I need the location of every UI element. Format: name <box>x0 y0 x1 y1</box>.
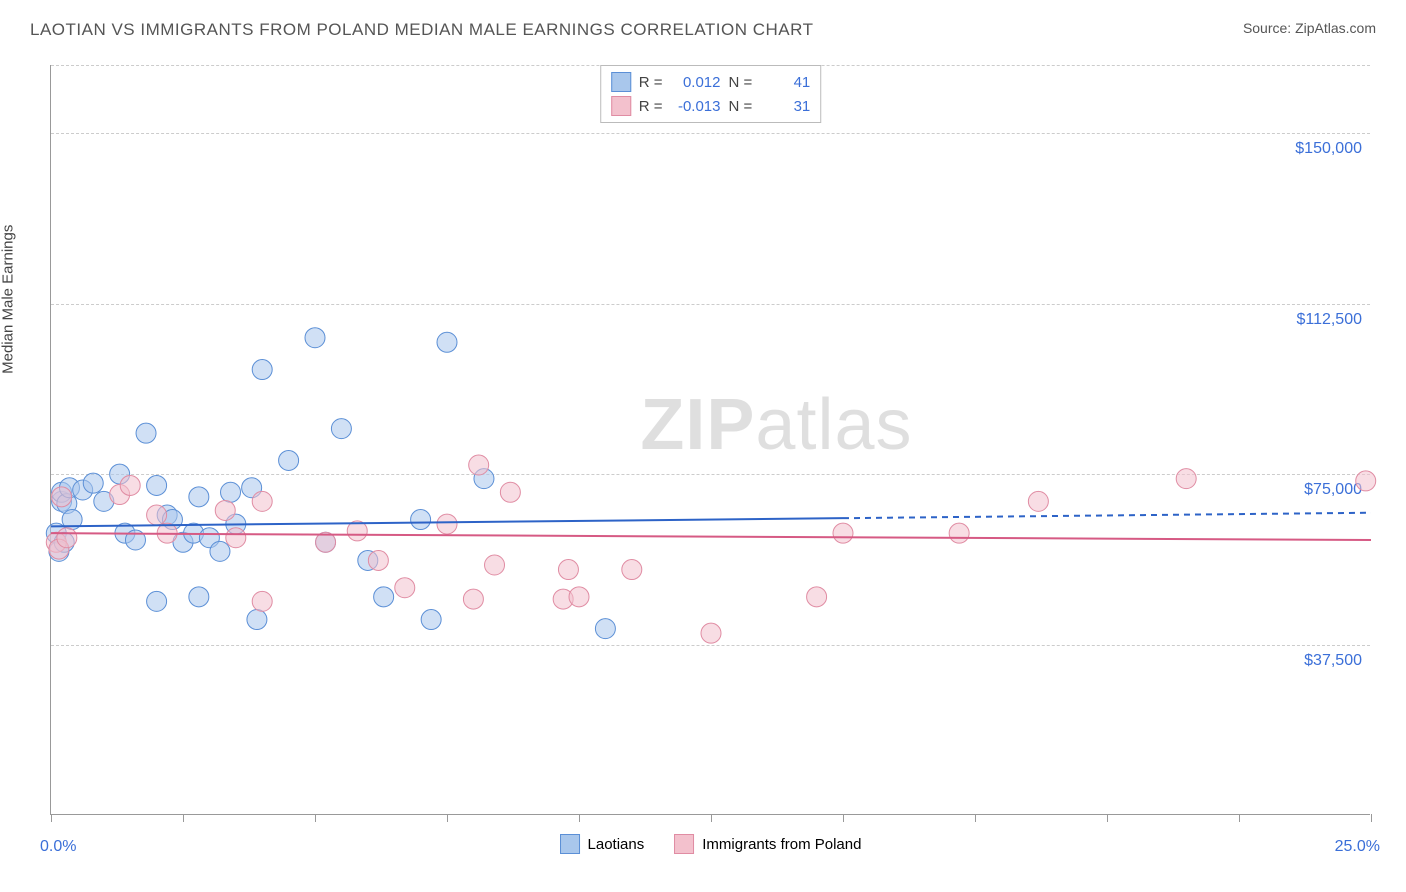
data-point <box>331 419 351 439</box>
legend-row-poland: R = -0.013 N = 31 <box>611 94 811 118</box>
data-point <box>189 587 209 607</box>
correlation-legend: R = 0.012 N = 41 R = -0.013 N = 31 <box>600 65 822 123</box>
data-point <box>437 514 457 534</box>
n-label: N = <box>729 98 753 115</box>
legend-item-laotians: Laotians <box>560 834 645 854</box>
data-point <box>147 475 167 495</box>
data-point <box>949 523 969 543</box>
data-point <box>147 505 167 525</box>
data-point <box>622 560 642 580</box>
data-point <box>120 475 140 495</box>
data-point <box>368 550 388 570</box>
r-value-poland: -0.013 <box>671 98 721 115</box>
data-point <box>595 619 615 639</box>
chart-title: LAOTIAN VS IMMIGRANTS FROM POLAND MEDIAN… <box>30 20 813 40</box>
x-tick <box>447 814 448 822</box>
data-point <box>437 332 457 352</box>
data-point <box>279 450 299 470</box>
data-point <box>52 487 72 507</box>
data-point <box>558 560 578 580</box>
x-tick <box>183 814 184 822</box>
r-label: R = <box>639 98 663 115</box>
source: Source: ZipAtlas.com <box>1243 20 1376 36</box>
data-point <box>485 555 505 575</box>
legend-label-poland: Immigrants from Poland <box>702 836 861 853</box>
x-tick <box>51 814 52 822</box>
data-point <box>469 455 489 475</box>
x-tick <box>975 814 976 822</box>
data-point <box>252 360 272 380</box>
swatch-poland-icon <box>611 96 631 116</box>
n-label: N = <box>729 74 753 91</box>
source-label: Source: <box>1243 20 1291 36</box>
legend-item-poland: Immigrants from Poland <box>674 834 861 854</box>
x-tick <box>579 814 580 822</box>
data-point <box>500 482 520 502</box>
data-point <box>83 473 103 493</box>
data-point <box>463 589 483 609</box>
data-point <box>252 591 272 611</box>
data-point <box>1356 471 1376 491</box>
data-point <box>252 491 272 511</box>
scatter-svg <box>51 65 1370 814</box>
r-value-laotians: 0.012 <box>671 74 721 91</box>
legend-row-laotians: R = 0.012 N = 41 <box>611 70 811 94</box>
data-point <box>569 587 589 607</box>
x-min-label: 0.0% <box>40 838 76 856</box>
data-point <box>247 610 267 630</box>
swatch-laotians-icon <box>560 834 580 854</box>
data-point <box>833 523 853 543</box>
data-point <box>1028 491 1048 511</box>
y-axis-title: Median Male Earnings <box>0 225 17 374</box>
x-tick <box>1371 814 1372 822</box>
data-point <box>189 487 209 507</box>
data-point <box>374 587 394 607</box>
n-value-laotians: 41 <box>760 74 810 91</box>
chart-plot-area: ZIPatlas R = 0.012 N = 41 R = -0.013 N =… <box>50 65 1370 815</box>
x-tick <box>1239 814 1240 822</box>
data-point <box>210 541 230 561</box>
swatch-poland-icon <box>674 834 694 854</box>
data-point <box>221 482 241 502</box>
data-point <box>411 510 431 530</box>
data-point <box>226 528 246 548</box>
series-legend: Laotians Immigrants from Poland <box>560 834 862 854</box>
data-point <box>807 587 827 607</box>
n-value-poland: 31 <box>760 98 810 115</box>
x-tick <box>843 814 844 822</box>
trend-line <box>51 533 1371 540</box>
x-tick <box>711 814 712 822</box>
data-point <box>1176 469 1196 489</box>
x-max-label: 25.0% <box>1335 838 1380 856</box>
x-tick <box>315 814 316 822</box>
swatch-laotians-icon <box>611 72 631 92</box>
data-point <box>701 623 721 643</box>
trend-line-extrapolated <box>843 513 1371 518</box>
r-label: R = <box>639 74 663 91</box>
source-value: ZipAtlas.com <box>1295 20 1376 36</box>
data-point <box>57 528 77 548</box>
data-point <box>305 328 325 348</box>
data-point <box>395 578 415 598</box>
data-point <box>136 423 156 443</box>
data-point <box>421 610 441 630</box>
legend-label-laotians: Laotians <box>588 836 645 853</box>
data-point <box>147 591 167 611</box>
x-tick <box>1107 814 1108 822</box>
data-point <box>215 500 235 520</box>
